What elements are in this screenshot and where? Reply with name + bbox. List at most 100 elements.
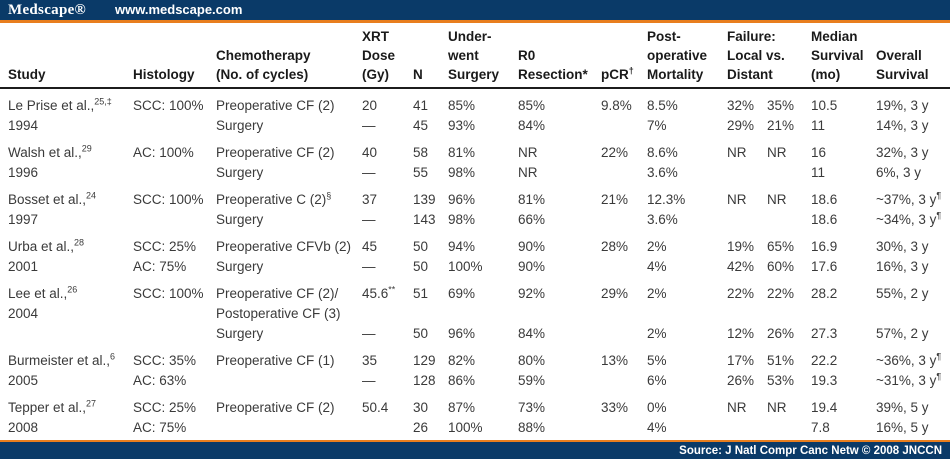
cell-line [8,324,131,344]
cell-line: 1996 [8,165,39,180]
cell-line: 96% [448,192,476,207]
header-row: Study Histology Chemotherapy (No. of cycles… [0,23,950,89]
cell-line: 12% 26% [727,324,809,344]
cell-study: Bosset et al.,24 1997 [0,183,133,230]
cell-line: 6%, 3 y [876,165,922,180]
cell-line: NR [518,145,538,160]
cell-mortality: 2% 2% [647,277,727,344]
cell-line: 80% [518,353,546,368]
cell-line: 59% [518,373,546,388]
column-header-histology: Histology [133,23,216,89]
cell-overall: ~37%, 3 y¶ ~34%, 3 y¶ [876,183,950,230]
cell-line: 69% [448,286,476,301]
cell-n: 50 50 [413,230,448,277]
cell-line: 19.3 [811,373,838,388]
cell-line: NR [518,165,538,180]
column-header-line: R0 [518,48,536,63]
cell-line: 11 [811,118,826,133]
failure-distant-value: 60% [767,259,795,274]
cell-line: 82% [448,353,476,368]
cell-line: Urba et al.,28 [8,237,85,254]
cell-line: 2004 [8,306,39,321]
cell-mortality: 12.3% 3.6% [647,183,727,230]
cell-line: 2% [647,326,667,341]
cell-line: SCC: 100% [133,98,204,113]
cell-line: 37 [362,192,378,207]
cell-failure: 19% 65% 42% 60% [727,230,811,277]
cell-line [601,210,645,230]
cell-line [133,116,214,136]
cell-line: 5% [647,353,667,368]
column-header-mortality: Post-operative Mortality [647,23,727,89]
cell-line: 16 [811,145,827,160]
cell-mortality: 8.5% 7% [647,88,727,136]
cell-line: 98% [448,165,476,180]
cell-line [876,304,948,324]
cell-surgery: 96% 98% [448,183,518,230]
cell-line: 14%, 3 y [876,118,929,133]
column-header-line: Study [8,67,46,82]
cell-line: — [362,326,376,341]
cell-mortality: 5% 6% [647,344,727,391]
cell-line: SCC: 25% [133,239,197,254]
column-header-line: Failure: [727,29,776,44]
medscape-url[interactable]: www.medscape.com [115,2,243,17]
cell-mortality: 8.6% 3.6% [647,136,727,183]
cell-line: Preoperative CF (2) [216,98,335,113]
cell-line: 86% [448,373,476,388]
cell-histology: SCC: 25% AC: 75% [133,391,216,438]
cell-mortality: 2% 4% [647,230,727,277]
table-row: Le Prise et al.,25,‡ 1994 SCC: 100% Preoper… [0,88,950,136]
cell-line: 45 [413,118,429,133]
cell-line: 51 [413,286,429,301]
cell-failure: 17% 51% 26% 53% [727,344,811,391]
cell-line: AC: 75% [133,420,187,435]
cell-n: 129 128 [413,344,448,391]
cell-line: 17% 51% [727,351,809,371]
cell-failure: NR NR [727,183,811,230]
cell-overall: 39%, 5 y 16%, 5 y [876,391,950,438]
superscript: 6 [110,351,116,362]
cell-line: 9.8% [601,98,632,113]
cell-median: 18.6 18.6 [811,183,876,230]
cell-line: AC: 63% [133,373,187,388]
cell-line: AC: 100% [133,145,194,160]
cell-pcr: 21% [601,183,647,230]
cell-line: 55%, 2 y [876,286,929,301]
cell-line: 50 [413,239,429,254]
cell-line: 87% [448,400,476,415]
column-header-study: Study [0,23,133,89]
cell-overall: 19%, 3 y 14%, 3 y [876,88,950,136]
column-header-line: Survival [811,48,864,63]
cell-n: 30 26 [413,391,448,438]
cell-line: 1997 [8,212,39,227]
column-header-chemo: Chemotherapy (No. of cycles) [216,23,362,89]
cell-line [601,304,645,324]
cell-line [727,210,809,230]
cell-line: Surgery [216,165,264,180]
cell-line: 22.2 [811,353,838,368]
cell-line: 0% [647,400,667,415]
cell-r0: 73% 88% [518,391,601,438]
source-bar: Source: J Natl Compr Canc Netw © 2008 JN… [0,440,950,459]
cell-line: 30 [413,400,429,415]
cell-surgery: 82% 86% [448,344,518,391]
accent-rule-bottom [0,440,950,442]
cell-line: 21% [601,192,629,207]
cell-line: 100% [448,420,483,435]
cell-line: 98% [448,212,476,227]
cell-r0: 90% 90% [518,230,601,277]
cell-line: 81% [448,145,476,160]
cell-line: Le Prise et al.,25,‡ [8,96,112,113]
cell-r0: 80% 59% [518,344,601,391]
cell-line: 2005 [8,373,39,388]
cell-line: Preoperative CF (1) [216,353,335,368]
cell-xrt: 35 — [362,344,413,391]
cell-line: SCC: 100% [133,192,204,207]
cell-line: 45.6** [362,284,396,301]
cell-line [601,324,645,344]
cell-line [133,324,214,344]
column-header-line: XRT [362,29,389,44]
cell-line: 66% [518,212,546,227]
superscript: ** [388,284,396,295]
